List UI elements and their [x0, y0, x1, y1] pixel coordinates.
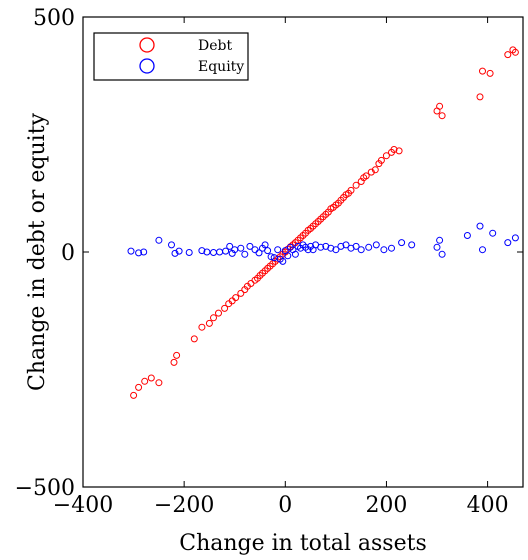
data-point-equity [222, 247, 230, 255]
data-point-debt [436, 102, 444, 110]
data-point-debt [147, 374, 155, 382]
data-point-equity [171, 249, 179, 257]
data-point-equity [476, 222, 484, 230]
data-point-debt [390, 146, 398, 153]
data-point-debt [205, 319, 213, 327]
data-point-debt [198, 323, 206, 331]
data-point-equity [504, 239, 512, 247]
data-point-equity [511, 234, 519, 242]
data-point-equity [408, 241, 416, 249]
data-point-equity [463, 232, 471, 239]
data-point-debt [395, 147, 403, 155]
data-point-debt [479, 67, 486, 75]
data-point-equity [203, 248, 211, 256]
data-point-equity [342, 241, 350, 249]
data-point-debt [215, 309, 222, 317]
data-point-debt [504, 51, 512, 59]
legend-box [93, 32, 249, 81]
data-point-equity [246, 242, 254, 250]
data-point-equity [198, 247, 206, 255]
data-point-debt [170, 358, 178, 366]
data-point-debt [135, 383, 143, 391]
data-point-debt [382, 152, 390, 160]
data-point-equity [433, 243, 441, 251]
data-point-equity [372, 241, 380, 249]
x-tick-label: 200 [365, 493, 407, 518]
data-point-equity [388, 244, 395, 252]
data-point-equity [155, 236, 163, 244]
data-point-debt [210, 314, 217, 322]
y-tick-label: −500 [15, 476, 75, 501]
data-point-equity [332, 246, 340, 254]
axis-ticks: −400 −200 0 200 400 −500 0 500 [15, 6, 523, 518]
data-point-equity [337, 242, 345, 250]
data-point-equity [226, 242, 234, 250]
data-point-equity [255, 249, 263, 257]
data-point-equity [357, 246, 365, 254]
y-tick-label: 0 [61, 241, 75, 266]
data-point-equity [489, 229, 497, 237]
legend-label-equity: Equity [198, 59, 244, 75]
data-point-debt [141, 377, 149, 385]
data-point-equity [168, 241, 175, 249]
data-point-equity [317, 243, 325, 251]
data-point-equity [327, 244, 335, 252]
data-point-debt [371, 166, 379, 174]
data-point-equity [365, 243, 373, 251]
data-point-equity [261, 241, 269, 249]
plot-area [82, 16, 524, 488]
x-tick-label: 400 [467, 493, 509, 518]
data-point-equity [291, 250, 299, 258]
data-point-debt [237, 289, 245, 297]
data-point-debt [362, 172, 370, 180]
data-point-equity [237, 244, 245, 252]
data-point-equity [175, 247, 183, 255]
legend-marker-equity [139, 58, 155, 74]
data-point-debt [190, 335, 198, 343]
x-tick-label: 0 [278, 493, 292, 518]
y-axis-title: Change in debt or equity [25, 112, 50, 391]
data-point-equity [274, 246, 282, 254]
data-point-equity [135, 249, 143, 257]
data-point-debt [511, 48, 519, 56]
data-point-equity [279, 257, 287, 265]
data-point-debt [352, 181, 360, 189]
data-point-debt [130, 391, 138, 399]
legend-label-debt: Debt [198, 38, 232, 54]
data-point-debt [221, 304, 229, 312]
data-point-equity [479, 246, 486, 254]
data-point-debt [367, 168, 375, 176]
x-axis-title: Change in total assets [179, 531, 427, 556]
data-point-equity [267, 253, 275, 261]
data-point-debt [173, 351, 181, 359]
legend: Debt Equity [93, 32, 249, 81]
data-point-equity [436, 236, 444, 244]
data-points [127, 46, 519, 399]
data-point-equity [127, 247, 135, 255]
data-point-debt [232, 294, 240, 302]
data-point-equity [185, 249, 193, 256]
data-point-equity [438, 250, 446, 258]
data-point-equity [380, 246, 388, 254]
x-tick-label: −400 [53, 493, 113, 518]
data-point-debt [438, 112, 446, 120]
legend-marker-debt [139, 37, 155, 53]
data-point-equity [284, 252, 292, 260]
x-tick-label: −200 [154, 493, 214, 518]
data-point-equity [241, 250, 249, 258]
data-point-equity [398, 239, 406, 247]
data-point-equity [352, 242, 360, 250]
data-point-debt [155, 379, 163, 387]
y-tick-label: 500 [33, 6, 75, 31]
data-point-debt [377, 156, 385, 164]
data-point-debt [347, 186, 355, 194]
data-point-debt [486, 69, 494, 77]
data-point-equity [264, 247, 272, 255]
data-point-equity [140, 248, 148, 256]
data-point-debt [476, 93, 484, 101]
